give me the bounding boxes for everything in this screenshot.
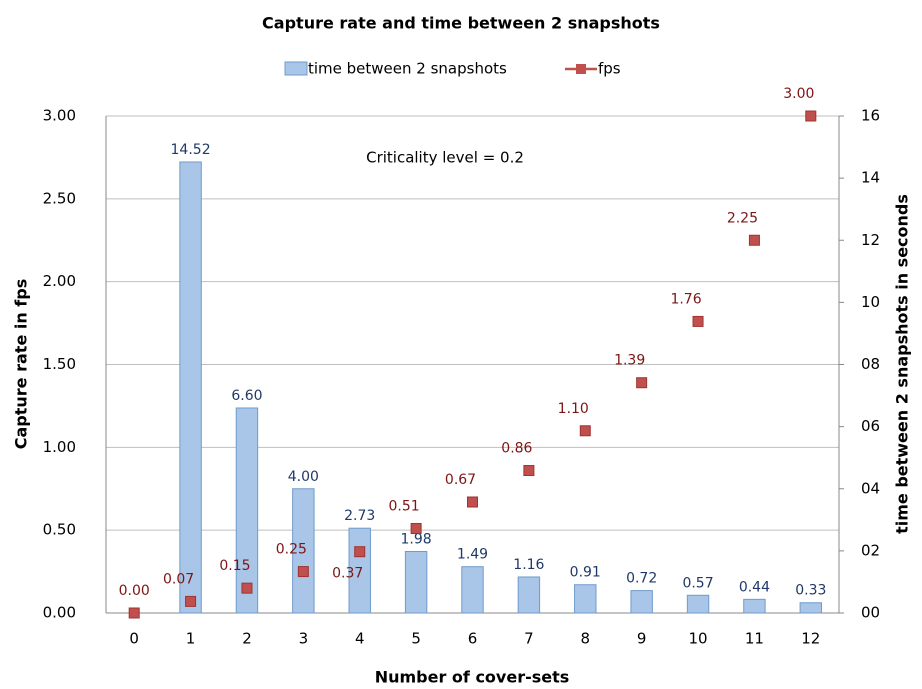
line-marker [185, 595, 197, 607]
bar [686, 594, 710, 614]
line-marker [748, 234, 760, 246]
bar-value-label: 4.00 [288, 469, 319, 485]
bar [292, 488, 315, 614]
legend-label: fps [598, 60, 621, 78]
line-value-label: 0.37 [332, 566, 363, 582]
x-tick-label: 4 [355, 630, 365, 648]
y-tick-label: 2.50 [43, 189, 76, 207]
y-tick-label: 3.00 [43, 107, 76, 125]
legend-swatch [576, 64, 586, 74]
bar-value-label: 6.60 [231, 388, 262, 404]
line-value-label: 0.00 [119, 583, 150, 599]
x-tick-label: 9 [637, 630, 647, 648]
line-value-label: 1.10 [558, 401, 589, 417]
bar [235, 407, 259, 614]
chart-title: Capture rate and time between 2 snapshot… [262, 14, 660, 33]
y2-tick-label: 06 [861, 417, 880, 435]
line-marker [410, 523, 422, 535]
x-tick-label: 7 [524, 630, 534, 648]
x-axis-title: Number of cover-sets [375, 668, 570, 687]
bar-value-label: 2.73 [344, 508, 375, 524]
bar [799, 602, 823, 614]
x-tick-label: 10 [688, 630, 707, 648]
bar-value-label: 0.72 [626, 571, 657, 587]
bar-value-label: 0.91 [570, 565, 601, 581]
x-tick-label: 5 [411, 630, 421, 648]
line-value-label: 1.39 [614, 353, 645, 369]
bar [179, 161, 202, 614]
y2-tick-label: 04 [861, 479, 880, 497]
line-marker [297, 566, 309, 578]
bar [630, 590, 653, 614]
y2-tick-label: 00 [861, 604, 880, 622]
y-tick-label: 0.00 [43, 604, 76, 622]
line-value-label: 0.07 [163, 571, 194, 587]
y-tick-label: 1.00 [43, 438, 76, 456]
x-tick-label: 1 [186, 630, 196, 648]
y-tick-label: 0.50 [43, 521, 76, 539]
legend-label: time between 2 snapshots [308, 60, 507, 78]
x-tick-label: 12 [801, 630, 820, 648]
line-marker [354, 546, 366, 558]
bar-value-label: 1.49 [457, 547, 488, 563]
line-marker [467, 496, 478, 508]
annotation: Criticality level = 0.2 [366, 149, 524, 167]
y2-axis-title: time between 2 snapshots in seconds [893, 194, 912, 534]
line-marker [241, 582, 253, 594]
bar [404, 550, 428, 614]
line-marker [523, 465, 535, 477]
x-tick-label: 8 [580, 630, 590, 648]
y-tick-label: 2.00 [43, 272, 76, 290]
line-marker [692, 315, 704, 327]
line-value-label: 0.86 [501, 441, 532, 457]
line-value-label: 0.15 [219, 558, 250, 574]
bar-value-label: 0.57 [682, 575, 713, 591]
bar [574, 584, 597, 614]
line-value-label: 1.76 [670, 291, 701, 307]
line-value-label: 0.67 [445, 472, 476, 488]
y-tick-label: 1.50 [43, 355, 76, 373]
line-marker [805, 110, 817, 122]
bar-value-label: 0.44 [739, 579, 770, 595]
legend-swatch [284, 61, 308, 76]
line-value-label: 0.25 [276, 542, 307, 558]
bar-value-label: 1.98 [401, 531, 432, 547]
line-marker [636, 377, 648, 389]
line-marker [128, 607, 140, 619]
bar-value-label: 1.16 [513, 557, 544, 573]
y2-tick-label: 02 [861, 541, 880, 559]
x-tick-label: 0 [129, 630, 139, 648]
y2-tick-label: 14 [861, 169, 880, 187]
x-tick-label: 3 [299, 630, 309, 648]
y2-tick-label: 16 [861, 107, 880, 125]
line-value-label: 0.51 [389, 499, 420, 515]
bar-value-label: 0.33 [795, 583, 826, 599]
x-tick-label: 6 [468, 630, 478, 648]
x-tick-label: 2 [242, 630, 252, 648]
y2-tick-label: 10 [861, 293, 880, 311]
x-tick-label: 11 [745, 630, 764, 648]
bar-value-label: 14.52 [171, 142, 211, 158]
line-marker [579, 425, 591, 437]
y-axis-title: Capture rate in fps [12, 279, 31, 449]
bar [461, 566, 484, 614]
bar [517, 576, 541, 614]
line-value-label: 2.25 [727, 210, 758, 226]
y2-tick-label: 08 [861, 355, 880, 373]
y2-tick-label: 12 [861, 231, 880, 249]
line-value-label: 3.00 [783, 86, 814, 102]
bar [743, 598, 766, 614]
